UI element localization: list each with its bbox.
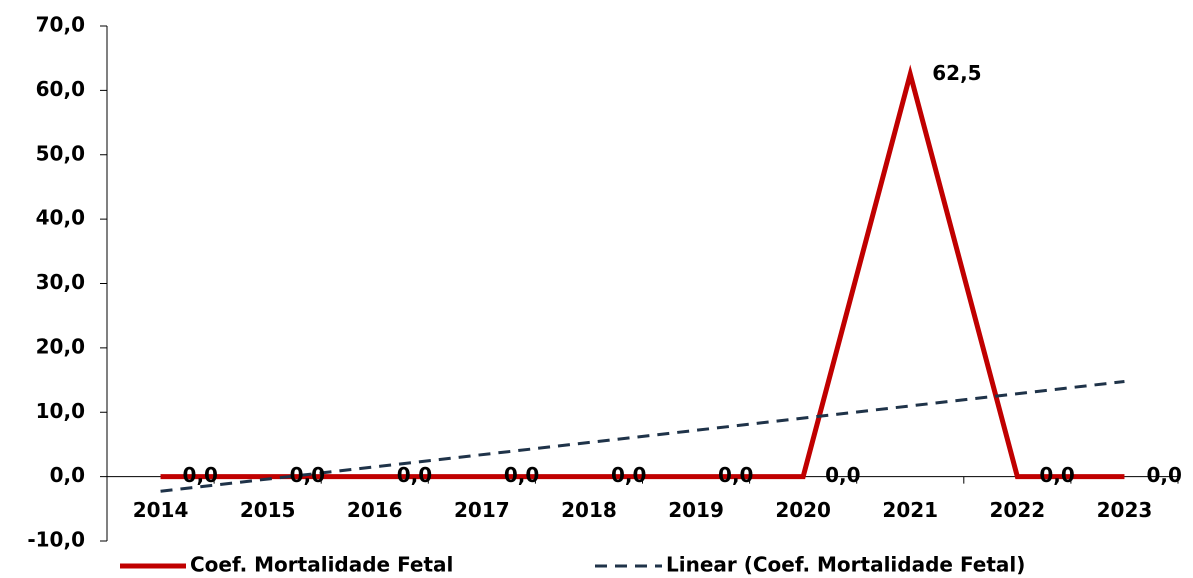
y-tick-label: 70,0: [36, 13, 85, 37]
y-tick-label: 10,0: [36, 399, 85, 423]
y-tick-label: -10,0: [27, 528, 85, 552]
x-tick-label: 2023: [1097, 498, 1153, 522]
x-tick-label: 2021: [882, 498, 938, 522]
x-tick-label: 2019: [668, 498, 724, 522]
x-tick-label: 2018: [561, 498, 617, 522]
legend-label: Linear (Coef. Mortalidade Fetal): [666, 553, 1025, 577]
y-tick-label: 30,0: [36, 270, 85, 294]
x-tick-label: 2017: [454, 498, 510, 522]
series-line: [160, 64, 1125, 480]
data-label: 0,0: [1039, 463, 1074, 487]
y-tick-label: 50,0: [36, 141, 85, 165]
data-label: 62,5: [932, 61, 981, 85]
data-label: 0,0: [825, 463, 860, 487]
data-label: 0,0: [611, 463, 646, 487]
x-tick-label: 2022: [990, 498, 1046, 522]
data-label: 0,0: [397, 463, 432, 487]
data-label: 0,0: [1146, 463, 1181, 487]
data-label: 0,0: [718, 463, 753, 487]
data-label: 0,0: [290, 463, 325, 487]
x-tick-label: 2020: [775, 498, 831, 522]
y-tick-label: 40,0: [36, 206, 85, 230]
x-tick-label: 2015: [240, 498, 296, 522]
legend-label: Coef. Mortalidade Fetal: [190, 553, 453, 577]
x-tick-label: 2014: [133, 498, 189, 522]
trendline: [160, 380, 1125, 493]
data-label: 0,0: [183, 463, 218, 487]
y-tick-label: 60,0: [36, 77, 85, 101]
data-label: 0,0: [504, 463, 539, 487]
x-tick-label: 2016: [347, 498, 403, 522]
y-tick-label: 0,0: [50, 463, 85, 487]
y-tick-label: 20,0: [36, 334, 85, 358]
